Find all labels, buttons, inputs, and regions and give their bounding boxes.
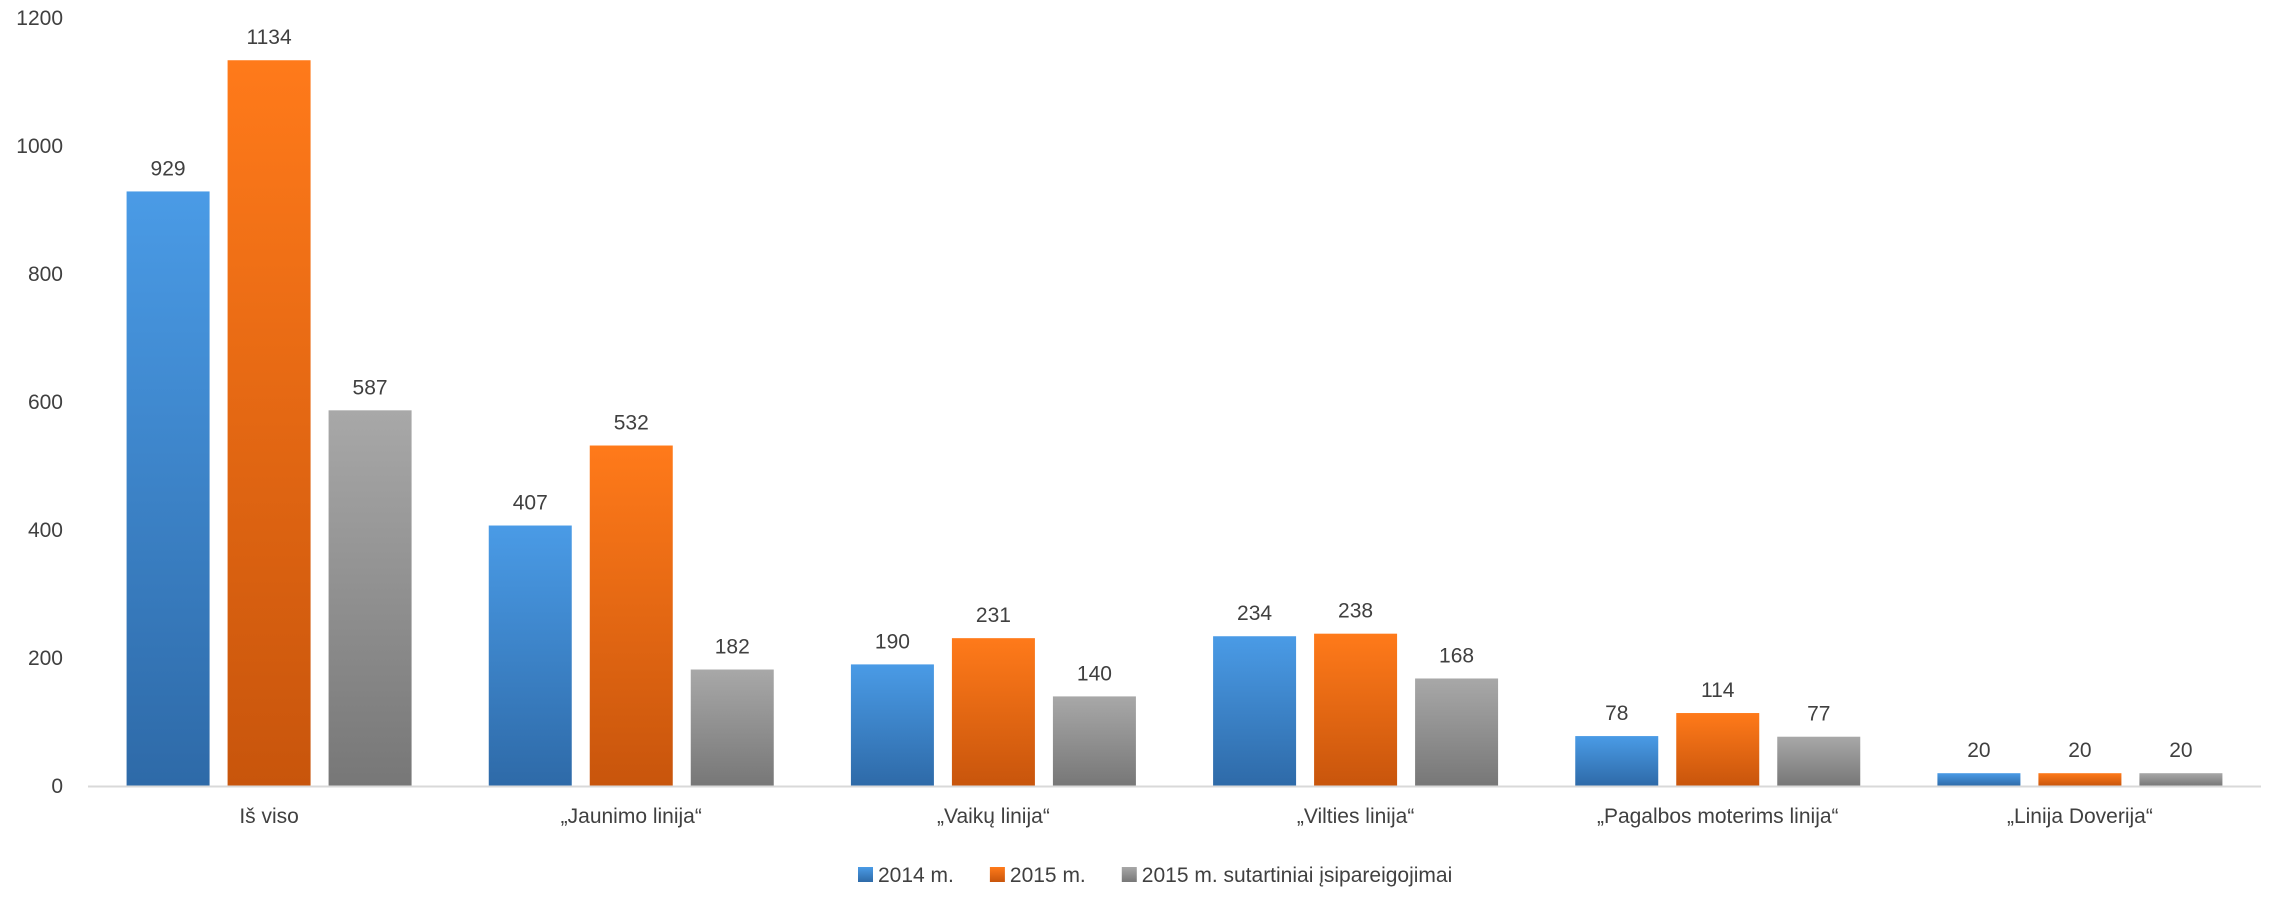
legend-label: 2014 m. [878, 864, 954, 887]
data-label: 407 [513, 492, 548, 515]
bar [227, 60, 311, 787]
legend-swatch [1121, 867, 1137, 882]
y-tick-label: 400 [28, 519, 63, 542]
y-tick-label: 800 [28, 263, 63, 286]
y-tick-label: 1000 [16, 135, 63, 158]
y-tick-label: 600 [28, 391, 63, 414]
bar [1213, 636, 1297, 786]
data-label: 20 [2169, 739, 2192, 762]
data-label: 532 [614, 412, 649, 435]
data-label: 20 [1967, 739, 1990, 762]
category-label: „Vilties linija“ [1297, 805, 1414, 828]
data-label: 231 [976, 604, 1011, 627]
category-label: „Pagalbos moterims linija“ [1597, 805, 1839, 828]
category-label: „Linija Doverija“ [2007, 805, 2153, 828]
data-label: 238 [1338, 600, 1373, 623]
y-axis: 0 200 400 600 800 1000 1200 [16, 7, 63, 798]
bar [1575, 736, 1659, 786]
bar [1052, 696, 1136, 786]
bar [1314, 633, 1398, 786]
bar [690, 669, 774, 786]
legend-swatch [858, 867, 873, 882]
bar [589, 445, 673, 786]
data-label: 929 [151, 157, 186, 180]
bar [1777, 736, 1861, 786]
bar [850, 664, 934, 786]
category-label: Iš viso [239, 805, 299, 828]
data-label: 140 [1077, 662, 1112, 685]
data-label: 78 [1605, 702, 1628, 725]
bar [2139, 773, 2223, 786]
data-label: 182 [715, 636, 750, 659]
data-label: 114 [1701, 679, 1735, 702]
legend-label: 2015 m. [1010, 864, 1086, 887]
data-label: 587 [353, 376, 388, 399]
legend-swatch [989, 867, 1005, 882]
data-label: 77 [1807, 703, 1830, 726]
data-label: 234 [1237, 602, 1272, 625]
data-labels: 929 1134 587 407 532 182 190 231 140 234 238 168 78 1… [151, 26, 2193, 762]
category-label: „Jaunimo linija“ [561, 805, 702, 828]
bar [1415, 678, 1499, 786]
y-tick-label: 0 [51, 775, 63, 798]
bar [2038, 773, 2122, 786]
bar [126, 191, 210, 786]
bar [328, 410, 412, 786]
bar [1937, 773, 2021, 786]
data-label: 190 [875, 630, 910, 653]
data-label: 20 [2068, 739, 2091, 762]
bar [488, 525, 572, 786]
bars [126, 60, 2223, 787]
legend: 2014 m. 2015 m. 2015 m. sutartiniai įsipar… [858, 864, 1452, 887]
x-axis: Iš viso „Jaunimo linija“ „Vaikų linija“ „Vi… [88, 785, 2261, 828]
data-label: 168 [1439, 644, 1474, 667]
legend-label: 2015 m. sutartiniai įsipareigojimai [1142, 864, 1452, 887]
category-label: „Vaikų linija“ [937, 805, 1050, 828]
y-tick-label: 200 [28, 647, 63, 670]
y-tick-label: 1200 [16, 7, 63, 30]
data-label: 1134 [246, 26, 291, 49]
bar [1676, 713, 1760, 786]
bar [951, 638, 1035, 786]
